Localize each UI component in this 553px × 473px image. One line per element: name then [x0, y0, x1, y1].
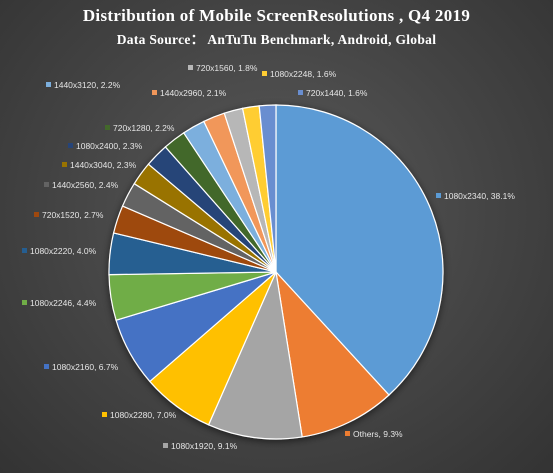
slice-label-7: 1080x2220, 4.0%	[22, 246, 97, 256]
slice-label-3: 1080x1920, 9.1%	[163, 441, 238, 451]
label-text-4: 1080x2280, 7.0%	[110, 410, 177, 420]
label-swatch-11	[68, 143, 73, 148]
label-swatch-12	[105, 125, 110, 130]
slice-label-17: 720x1440, 1.6%	[298, 88, 368, 98]
slice-label-14: 1440x2960, 2.1%	[152, 88, 227, 98]
label-text-1: 1080x2340, 38.1%	[444, 191, 515, 201]
slice-label-13: 1440x3120, 2.2%	[46, 80, 121, 90]
label-swatch-10	[62, 162, 67, 167]
label-text-14: 1440x2960, 2.1%	[160, 88, 227, 98]
slice-label-2: Others, 9.3%	[345, 429, 403, 439]
slice-label-16: 1080x2248, 1.6%	[262, 69, 337, 79]
label-swatch-15	[188, 65, 193, 70]
pie-slice-17	[258, 104, 277, 273]
label-text-17: 720x1440, 1.6%	[306, 88, 368, 98]
label-swatch-7	[22, 248, 27, 253]
label-swatch-8	[34, 212, 39, 217]
label-text-13: 1440x3120, 2.2%	[54, 80, 121, 90]
slice-label-12: 720x1280, 2.2%	[105, 123, 175, 133]
label-text-9: 1440x2560, 2.4%	[52, 180, 119, 190]
label-swatch-14	[152, 90, 157, 95]
label-swatch-4	[102, 412, 107, 417]
label-text-15: 720x1560, 1.8%	[196, 63, 258, 73]
pie-slice-3	[207, 269, 303, 440]
label-swatch-16	[262, 71, 267, 76]
slice-label-1: 1080x2340, 38.1%	[436, 191, 515, 201]
slice-label-5: 1080x2160, 6.7%	[44, 362, 119, 372]
label-swatch-3	[163, 443, 168, 448]
chart-title: Distribution of Mobile ScreenResolutions…	[82, 6, 471, 25]
label-swatch-9	[44, 182, 49, 187]
label-text-11: 1080x2400, 2.3%	[76, 141, 143, 151]
label-text-16: 1080x2248, 1.6%	[270, 69, 337, 79]
slice-label-6: 1080x2246, 4.4%	[22, 298, 97, 308]
label-swatch-1	[436, 193, 441, 198]
label-text-5: 1080x2160, 6.7%	[52, 362, 119, 372]
slice-label-10: 1440x3040, 2.3%	[62, 160, 137, 170]
label-text-10: 1440x3040, 2.3%	[70, 160, 137, 170]
label-text-7: 1080x2220, 4.0%	[30, 246, 97, 256]
slice-label-15: 720x1560, 1.8%	[188, 63, 258, 73]
label-swatch-2	[345, 431, 350, 436]
label-text-6: 1080x2246, 4.4%	[30, 298, 97, 308]
label-text-12: 720x1280, 2.2%	[113, 123, 175, 133]
slice-label-8: 720x1520, 2.7%	[34, 210, 104, 220]
slice-label-9: 1440x2560, 2.4%	[44, 180, 119, 190]
label-text-8: 720x1520, 2.7%	[42, 210, 104, 220]
label-swatch-6	[22, 300, 27, 305]
label-swatch-5	[44, 364, 49, 369]
label-swatch-13	[46, 82, 51, 87]
slice-label-4: 1080x2280, 7.0%	[102, 410, 177, 420]
pie-slice-2	[275, 270, 390, 438]
label-text-3: 1080x1920, 9.1%	[171, 441, 238, 451]
label-text-2: Others, 9.3%	[353, 429, 403, 439]
slice-label-11: 1080x2400, 2.3%	[68, 141, 143, 151]
chart-subtitle: Data Source： AnTuTu Benchmark, Android, …	[116, 32, 437, 47]
pie-slice-1	[275, 104, 444, 396]
label-swatch-17	[298, 90, 303, 95]
